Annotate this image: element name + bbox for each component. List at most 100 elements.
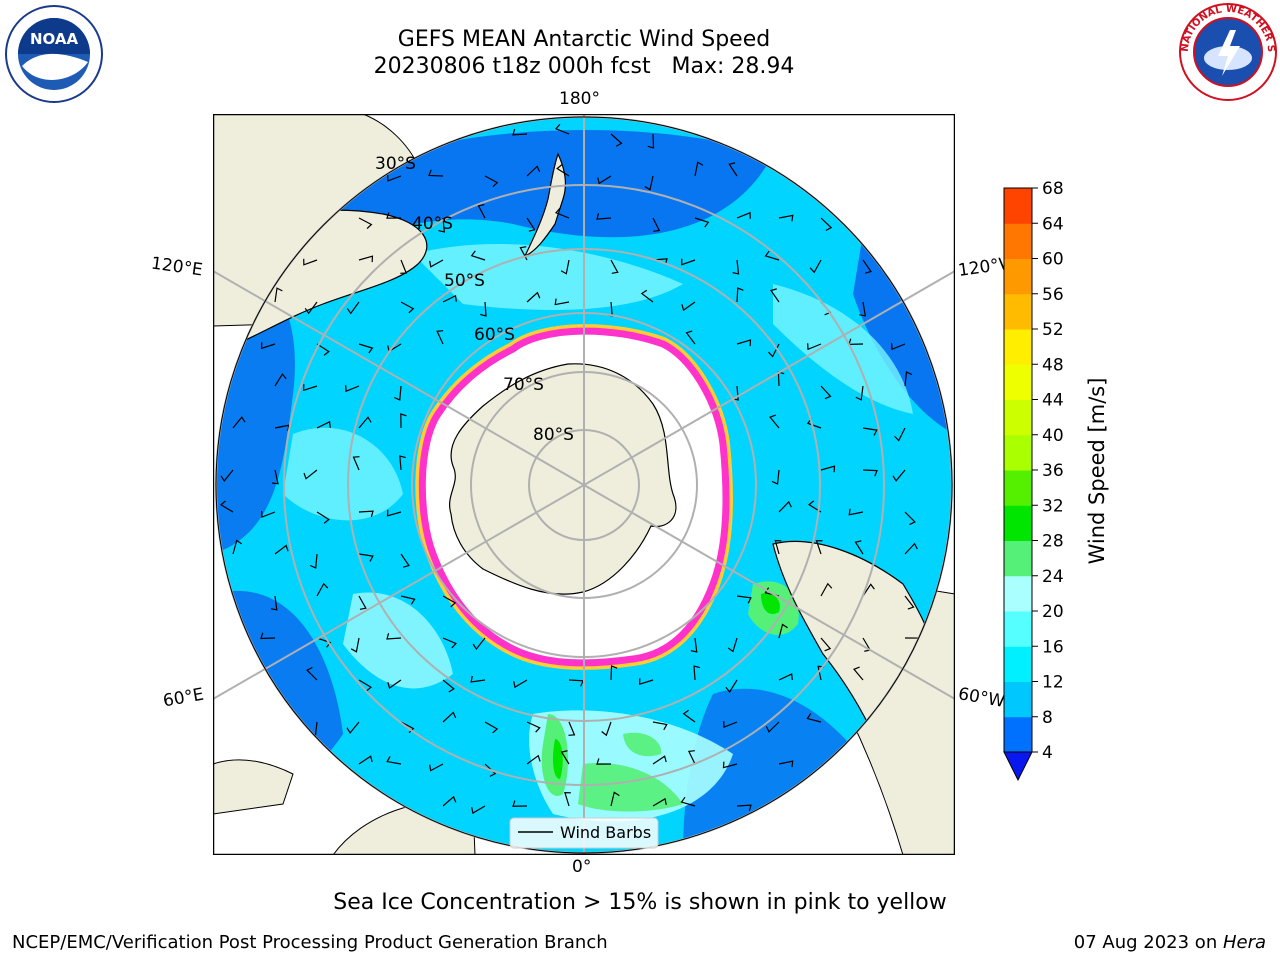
wind-barb (442, 595, 457, 608)
wind-barb (778, 214, 794, 222)
wind-barb (442, 711, 457, 723)
wind-barb (310, 553, 318, 569)
wind-barb (358, 595, 367, 610)
wind-barb (387, 174, 402, 182)
wind-barb (316, 511, 330, 524)
wind-barb (316, 343, 330, 356)
wind-barb (484, 175, 499, 188)
lat-label: 80°S (533, 425, 574, 445)
wind-barb (526, 291, 541, 303)
wind-barb (429, 763, 444, 772)
wind-barb (610, 133, 623, 147)
colorbar-label: Wind Speed [m/s] (1085, 377, 1109, 565)
colorbar-swatch (1004, 611, 1032, 647)
wind-barb (771, 469, 780, 485)
wind-barb (820, 465, 836, 473)
wind-barb (358, 755, 373, 765)
wind-barb (303, 469, 318, 480)
colorbar-swatch (1004, 646, 1032, 682)
wind-barb (442, 637, 457, 649)
colorbar-tick-label: 44 (1042, 391, 1064, 411)
colorbar-swatch (1004, 716, 1032, 753)
wind-barb (428, 169, 444, 177)
wind-barb (219, 500, 234, 513)
wind-barb (352, 456, 360, 471)
colorbar-tick-label: 28 (1042, 532, 1064, 552)
lat-label: 30°S (375, 154, 416, 174)
lon-label-upper-left: 120°E (149, 253, 204, 281)
colorbar-tick-label: 68 (1042, 180, 1064, 199)
wind-barb (694, 161, 704, 177)
wind-barb (438, 217, 445, 233)
wind-barb (807, 343, 822, 351)
wind-barb (764, 250, 780, 261)
chart-title: GEFS MEAN Antarctic Wind Speed (397, 27, 771, 52)
svg-text:NOAA: NOAA (30, 30, 79, 48)
wind-barb (316, 637, 332, 648)
colorbar-swatch (1004, 505, 1032, 541)
lat-label: 60°S (474, 325, 515, 345)
colorbar-tick-label: 40 (1042, 426, 1064, 446)
wind-barb (442, 795, 457, 807)
wind-barb (862, 259, 872, 274)
noaa-logo: NOAA (5, 5, 103, 103)
colorbar-tick-label: 8 (1042, 708, 1053, 728)
wind-barb (303, 384, 318, 392)
wind-barb (394, 385, 402, 401)
wind-barb (597, 175, 612, 185)
wind-barb (260, 632, 276, 640)
wind-barb (526, 165, 541, 177)
wind-barb (770, 288, 780, 303)
wind-barb (722, 761, 738, 769)
wind-barb (736, 595, 752, 604)
colorbar-tick-label: 16 (1042, 637, 1064, 657)
wind-barb (728, 162, 738, 177)
wind-barb (687, 750, 696, 765)
svg-text:Wind Barbs: Wind Barbs (560, 823, 651, 842)
lat-label: 70°S (503, 375, 544, 395)
wind-barb (560, 259, 570, 275)
wind-barb (904, 542, 918, 555)
wind-barb (386, 755, 402, 765)
wind-barb (232, 539, 243, 555)
wind-barb (554, 298, 570, 306)
wind-barb (512, 800, 528, 807)
wind-barb (358, 343, 374, 354)
wind-barb (820, 582, 833, 597)
wind-barb (346, 721, 360, 734)
wind-barb (316, 582, 329, 597)
wind-barb (774, 539, 782, 555)
footer-credit: NCEP/EMC/Verification Post Processing Pr… (12, 932, 608, 953)
wind-barb (386, 212, 402, 219)
colorbar-tick-label: 12 (1042, 673, 1064, 693)
wind-barb (272, 469, 279, 485)
wind-barb (820, 637, 832, 652)
wind-barb (399, 455, 406, 471)
wind-barb (765, 721, 780, 733)
wind-barb (652, 755, 667, 765)
wind-barb (232, 416, 246, 429)
wind-barb (596, 758, 612, 765)
wind-barb (862, 469, 878, 477)
wind-barb (400, 553, 410, 568)
wind-barb (358, 217, 373, 230)
wind-barb (894, 427, 906, 442)
colorbar-tick-label: 32 (1042, 496, 1064, 516)
wind-barb (610, 791, 620, 807)
wind-barb (554, 207, 570, 219)
wind-barb (400, 595, 416, 605)
wind-barb (694, 217, 710, 228)
wind-barb (484, 763, 497, 777)
wind-barb (736, 211, 751, 219)
wind-barb (904, 371, 913, 387)
colorbar-tick-label: 52 (1042, 320, 1064, 340)
wind-barb (477, 204, 486, 219)
wind-barb (736, 804, 752, 812)
colorbar-swatch (1004, 399, 1032, 436)
latitude-labels: 30°S 40°S 50°S 60°S 70°S 80°S (375, 154, 574, 445)
colorbar-tick-label: 48 (1042, 355, 1064, 375)
colorbar-swatch (1004, 188, 1032, 224)
wind-barb (727, 637, 738, 653)
wind-barb (639, 678, 654, 686)
